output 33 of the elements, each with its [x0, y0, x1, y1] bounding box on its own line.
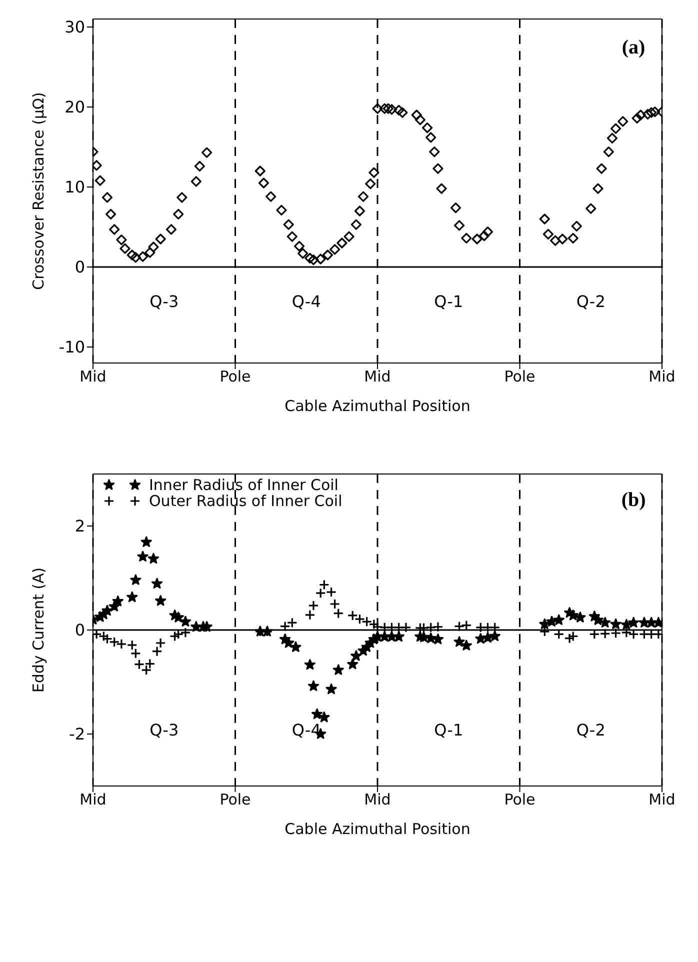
x-tick-label: Mid [648, 790, 676, 809]
annotation: Q-2 [576, 292, 606, 311]
y-axis-title: Crossover Resistance (μΩ) [29, 92, 48, 290]
y-tick-label: -10 [58, 338, 85, 357]
y-tick-label: 0 [74, 620, 85, 640]
y-tick-label: 20 [64, 98, 85, 117]
y-tick-label: 30 [64, 18, 85, 37]
y-axis-title: Eddy Current (A) [29, 567, 48, 693]
x-tick-label: Mid [364, 790, 391, 809]
x-tick-label: Mid [648, 368, 676, 386]
annotation: Q-3 [150, 720, 179, 740]
x-axis-title: Cable Azimuthal Position [284, 397, 470, 415]
annotation: Q-3 [150, 292, 179, 311]
x-tick-label: Pole [220, 368, 251, 386]
x-tick-label: Mid [364, 368, 391, 386]
annotation: Q-2 [576, 720, 606, 740]
y-tick-label: 10 [64, 178, 85, 197]
annotation: Q-4 [292, 292, 321, 311]
y-tick-label: 2 [74, 516, 85, 536]
x-axis-title: Cable Azimuthal Position [284, 820, 470, 838]
x-tick-label: Mid [80, 368, 106, 386]
annotation: (b) [621, 489, 646, 512]
x-tick-label: Pole [220, 790, 251, 809]
legend-label: Outer Radius of Inner Coil [149, 492, 342, 510]
annotation: Q-1 [434, 292, 464, 311]
annotation: (a) [622, 36, 646, 59]
legend-label: Inner Radius of Inner Coil [149, 476, 338, 494]
x-tick-label: Pole [504, 368, 536, 386]
y-tick-label: -2 [69, 724, 85, 744]
y-tick-label: 0 [74, 258, 85, 277]
x-tick-label: Mid [80, 790, 106, 809]
x-tick-label: Pole [504, 790, 536, 809]
annotation: Q-1 [434, 720, 464, 740]
